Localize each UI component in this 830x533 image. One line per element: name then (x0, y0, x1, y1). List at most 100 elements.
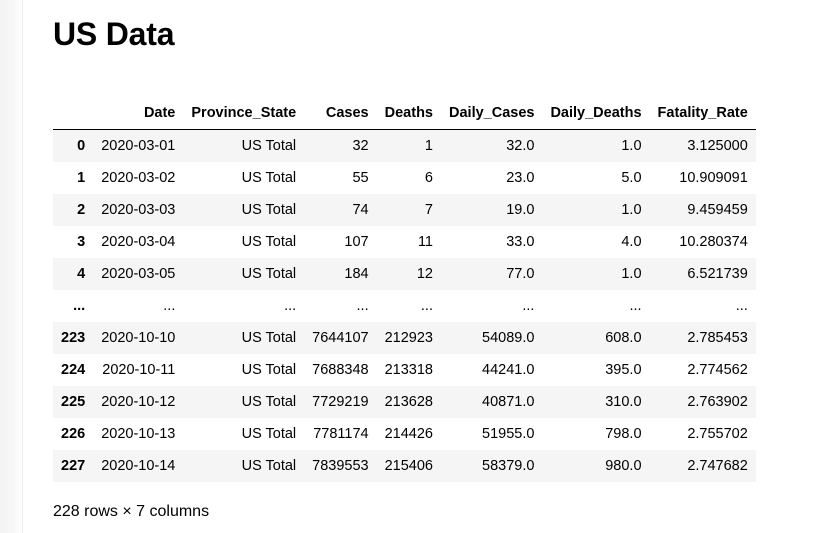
cell-deaths: 12 (416, 266, 433, 282)
table-row: 0 2020-03-01 US Total 32 1 32.0 1.0 3.12… (53, 129, 756, 162)
cell-deaths: 7 (424, 202, 433, 218)
table-row: 1 2020-03-02 US Total 55 6 23.0 5.0 10.9… (53, 162, 756, 194)
cell-daily-deaths: 1.0 (621, 202, 642, 218)
table-row: 227 2020-10-14 US Total 7839553 215406 5… (53, 450, 756, 482)
cell-cases: 32 (352, 138, 369, 154)
cell-date: ... (163, 298, 176, 314)
cell-daily-cases: 33.0 (506, 234, 535, 250)
cell-daily-deaths: 608.0 (605, 330, 642, 346)
cell-cases: 184 (344, 266, 369, 282)
cell-date: 2020-03-02 (101, 170, 176, 186)
header-daily-cases: Daily_Cases (441, 97, 543, 130)
cell-daily-cases: 19.0 (506, 202, 535, 218)
cell-deaths: 214426 (384, 426, 433, 442)
cell-province-state: US Total (241, 330, 297, 346)
cell-province-state: ... (284, 298, 297, 314)
row-index: 225 (61, 394, 86, 410)
dataframe-table: Date Province_State Cases Deaths Daily_C… (53, 97, 756, 482)
cell-fatality-rate: 9.459459 (687, 202, 748, 218)
cell-cases: 107 (344, 234, 369, 250)
row-index: 1 (77, 170, 86, 186)
row-index: ... (73, 298, 86, 314)
header-deaths: Deaths (376, 97, 441, 130)
notebook-gutter (0, 0, 23, 533)
cell-cases: 7644107 (312, 330, 369, 346)
cell-fatality-rate: 2.785453 (687, 330, 748, 346)
cell-deaths: 6 (424, 170, 433, 186)
cell-cases: 7688348 (312, 362, 369, 378)
cell-cases: ... (356, 298, 369, 314)
row-index: 2 (77, 202, 86, 218)
cell-date: 2020-03-05 (101, 266, 176, 282)
cell-daily-deaths: 980.0 (605, 458, 642, 474)
row-index: 223 (61, 330, 86, 346)
cell-daily-cases: 51955.0 (482, 426, 535, 442)
cell-fatality-rate: ... (735, 298, 748, 314)
header-index (53, 97, 94, 130)
table-row: 225 2020-10-12 US Total 7729219 213628 4… (53, 386, 756, 418)
cell-province-state: US Total (241, 266, 297, 282)
cell-daily-deaths: ... (629, 298, 642, 314)
cell-daily-cases: 44241.0 (482, 362, 535, 378)
cell-deaths: 213628 (384, 394, 433, 410)
header-date: Date (93, 97, 184, 130)
cell-date: 2020-10-13 (101, 426, 176, 442)
header-cases: Cases (304, 97, 377, 130)
cell-deaths: 1 (424, 138, 433, 154)
cell-daily-cases: ... (522, 298, 535, 314)
table-row: 223 2020-10-10 US Total 7644107 212923 5… (53, 322, 756, 354)
cell-fatality-rate: 2.774562 (687, 362, 748, 378)
row-index: 226 (61, 426, 86, 442)
cell-deaths: ... (420, 298, 433, 314)
cell-province-state: US Total (241, 234, 297, 250)
row-count-summary: 228 rows × 7 columns (53, 503, 210, 520)
table-header-row: Date Province_State Cases Deaths Daily_C… (53, 97, 756, 130)
cell-date: 2020-10-10 (101, 330, 176, 346)
cell-daily-deaths: 4.0 (621, 234, 642, 250)
cell-fatality-rate: 10.909091 (679, 170, 748, 186)
table-row: 3 2020-03-04 US Total 107 11 33.0 4.0 10… (53, 226, 756, 258)
table-row: 4 2020-03-05 US Total 184 12 77.0 1.0 6.… (53, 258, 756, 290)
header-fatality-rate: Fatality_Rate (649, 97, 756, 130)
cell-daily-cases: 77.0 (506, 266, 535, 282)
cell-date: 2020-03-04 (101, 234, 176, 250)
cell-date: 2020-03-03 (101, 202, 176, 218)
cell-cases: 74 (352, 202, 369, 218)
cell-cases: 7729219 (312, 394, 369, 410)
cell-province-state: US Total (241, 170, 297, 186)
cell-daily-deaths: 1.0 (621, 138, 642, 154)
cell-fatality-rate: 2.747682 (687, 458, 748, 474)
header-daily-deaths: Daily_Deaths (542, 97, 650, 130)
cell-daily-deaths: 310.0 (605, 394, 642, 410)
cell-date: 2020-03-01 (101, 138, 176, 154)
cell-deaths: 11 (417, 234, 433, 250)
cell-daily-cases: 58379.0 (482, 458, 535, 474)
cell-fatality-rate: 2.763902 (687, 394, 748, 410)
cell-province-state: US Total (241, 138, 297, 154)
table-row: 226 2020-10-13 US Total 7781174 214426 5… (53, 418, 756, 450)
cell-province-state: US Total (241, 362, 297, 378)
cell-province-state: US Total (241, 458, 297, 474)
header-province-state: Province_State (183, 97, 305, 130)
cell-daily-deaths: 1.0 (621, 266, 642, 282)
cell-province-state: US Total (241, 426, 297, 442)
table-row-ellipsis: ... ... ... ... ... ... ... ... (53, 290, 756, 322)
cell-fatality-rate: 10.280374 (679, 234, 748, 250)
cell-fatality-rate: 3.125000 (687, 138, 748, 154)
cell-cases: 7839553 (312, 458, 369, 474)
page-title: US Data (53, 16, 175, 52)
cell-daily-cases: 54089.0 (482, 330, 535, 346)
table-row: 2 2020-03-03 US Total 74 7 19.0 1.0 9.45… (53, 194, 756, 226)
table-row: 224 2020-10-11 US Total 7688348 213318 4… (53, 354, 756, 386)
cell-date: 2020-10-11 (102, 362, 176, 378)
cell-province-state: US Total (241, 394, 297, 410)
cell-daily-deaths: 798.0 (605, 426, 642, 442)
cell-daily-deaths: 395.0 (605, 362, 642, 378)
row-index: 227 (61, 458, 86, 474)
cell-deaths: 213318 (384, 362, 433, 378)
cell-deaths: 215406 (384, 458, 433, 474)
cell-daily-cases: 32.0 (506, 138, 535, 154)
cell-daily-cases: 40871.0 (482, 394, 535, 410)
cell-date: 2020-10-14 (101, 458, 176, 474)
row-index: 0 (77, 138, 86, 154)
